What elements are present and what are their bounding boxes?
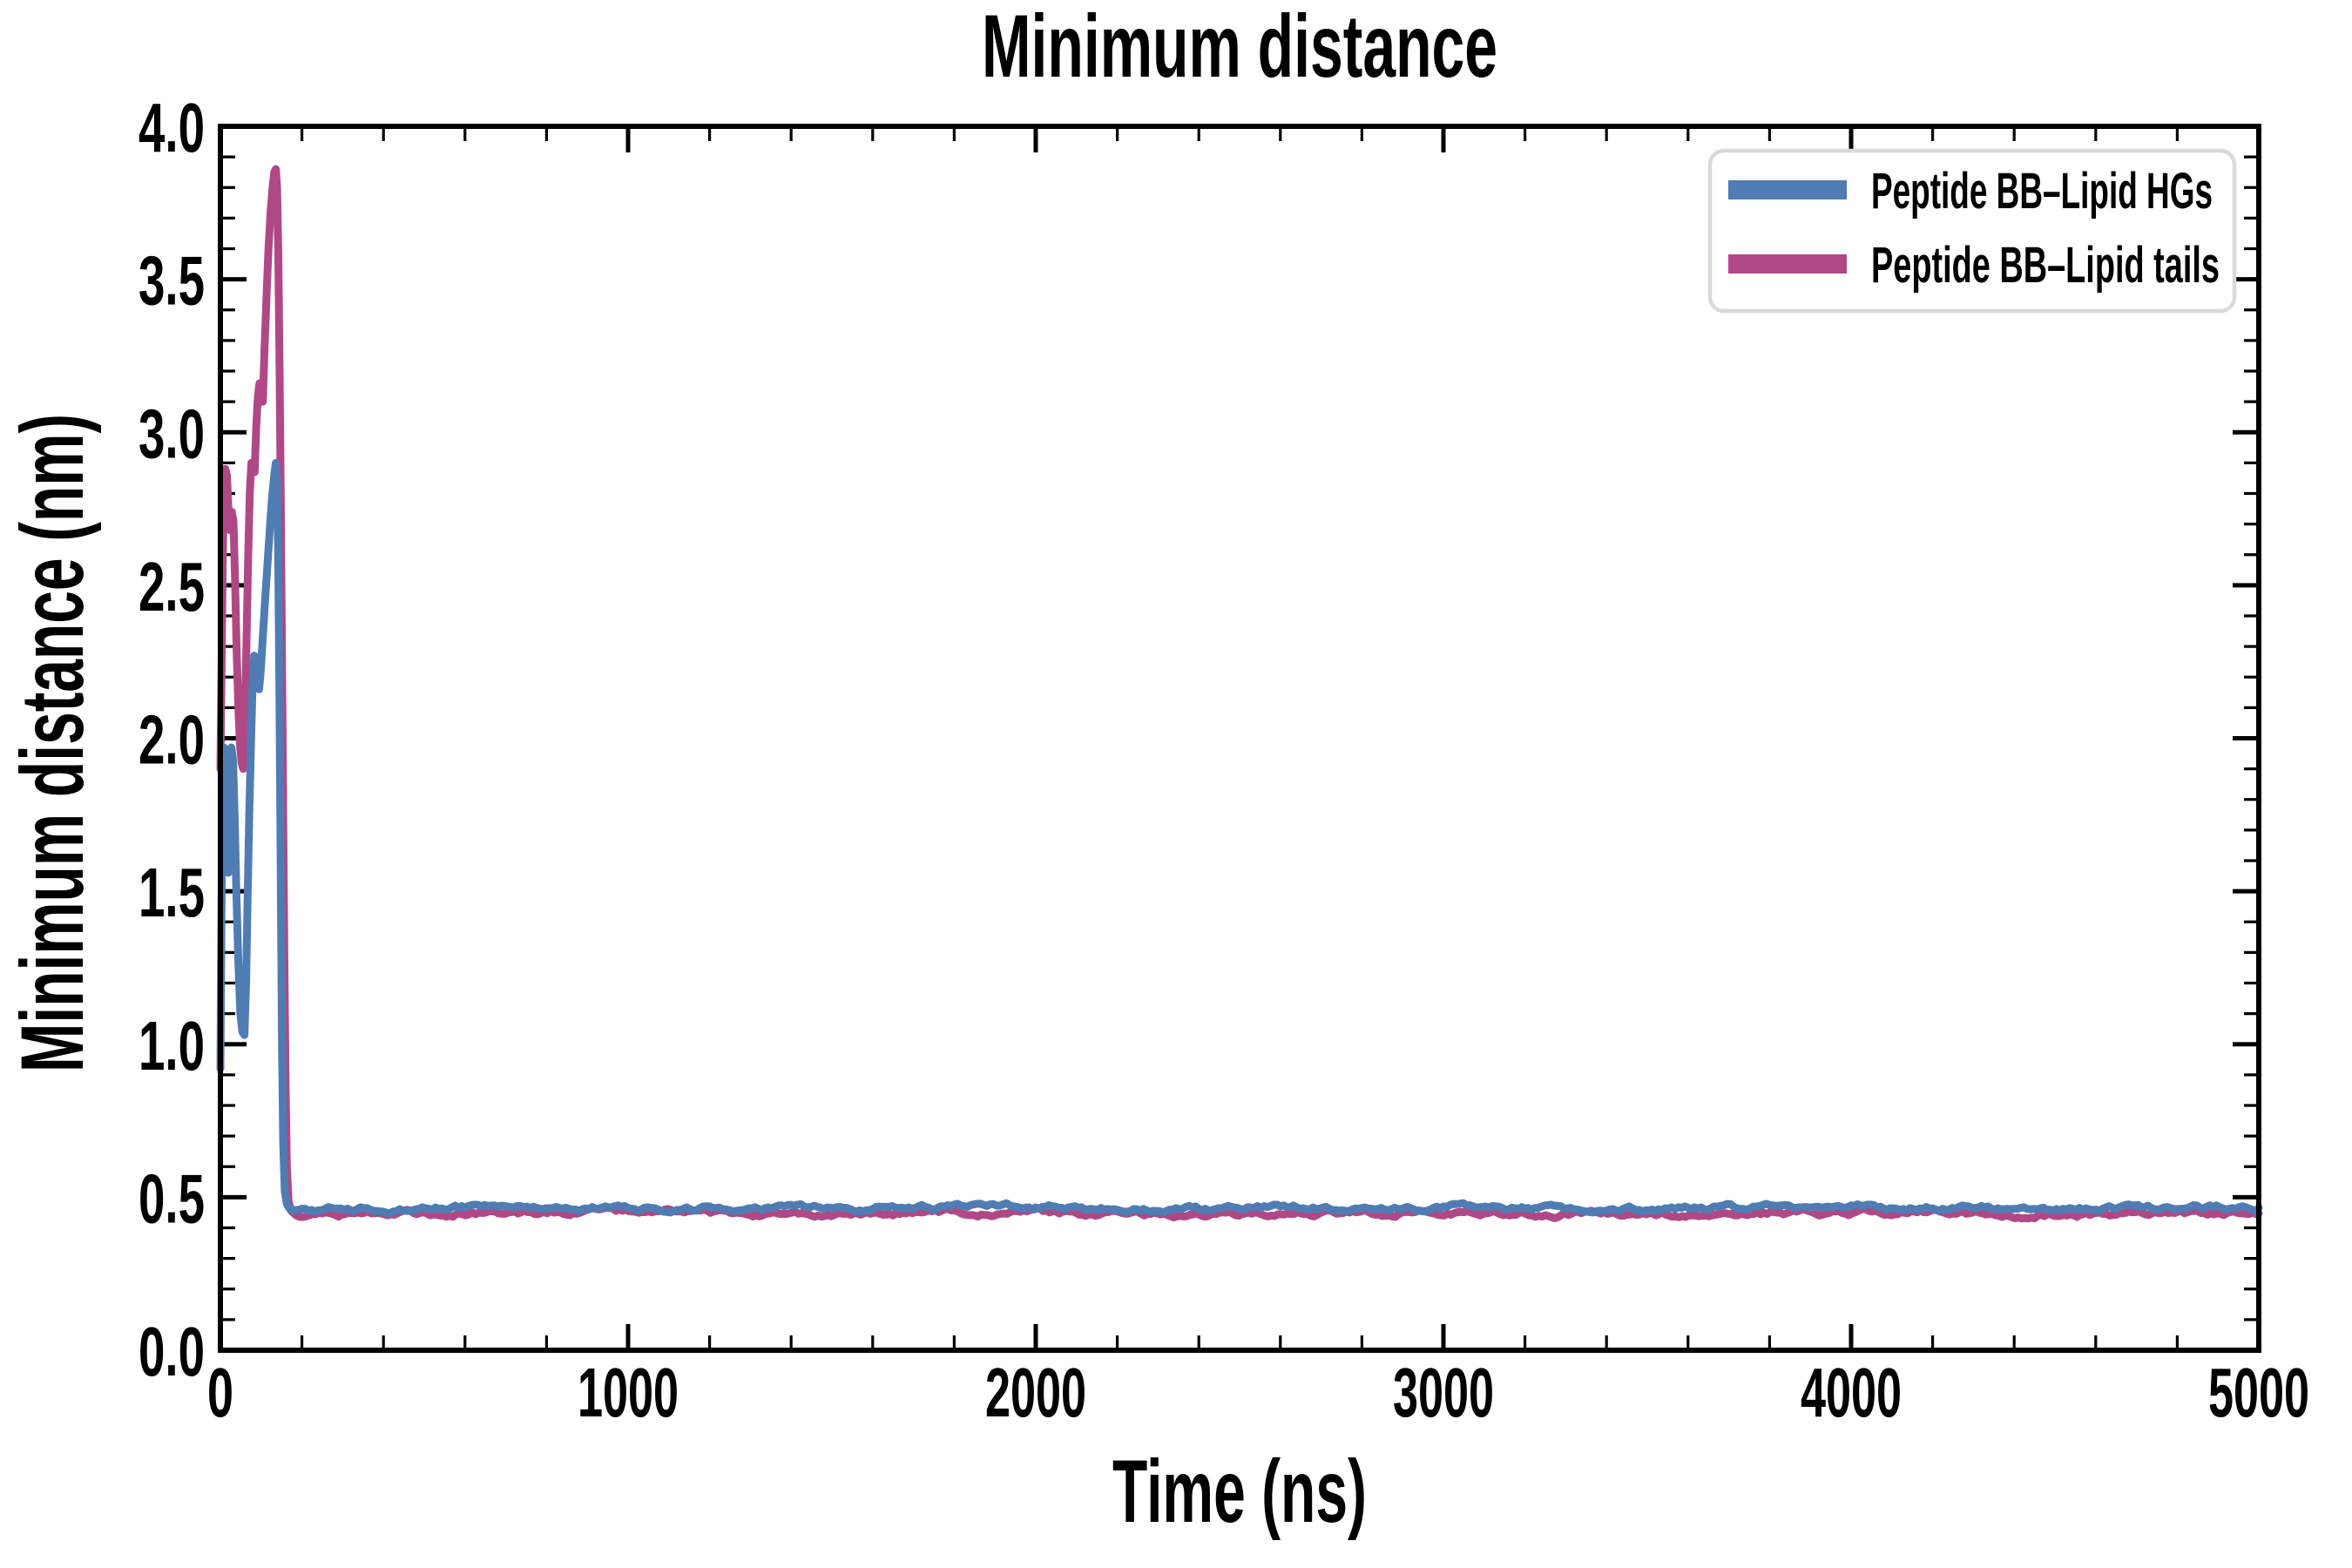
series-line-peptide-bb-lipid-tails <box>216 165 2263 1223</box>
series-line-peptide-bb-lipid-hgs <box>216 458 2263 1218</box>
legend-label-peptide-bb-lipid-tails: Peptide BB–Lipid tails <box>1871 237 2220 294</box>
y-tick-label: 0.5 <box>139 1159 205 1237</box>
x-tick-label: 2000 <box>985 1354 1086 1431</box>
legend: Peptide BB–Lipid HGs Peptide BB–Lipid ta… <box>1707 148 2237 314</box>
y-tick-label: 1.5 <box>139 854 205 931</box>
y-axis-label: Minimum distance (nm) <box>3 414 102 1072</box>
y-tick-label: 1.0 <box>139 1007 205 1085</box>
x-tick-label: 1000 <box>578 1354 679 1431</box>
data-series <box>216 165 2263 1223</box>
y-tick-label: 3.5 <box>139 242 205 320</box>
x-axis-label: Time (ns) <box>1112 1442 1367 1541</box>
axis-tick-labels: 0 1000 2000 3000 4000 5000 0.0 0.5 1.0 1.5 2.0 2.5 3… <box>139 89 2309 1431</box>
x-tick-label: 5000 <box>2208 1354 2309 1431</box>
y-tick-label: 0.0 <box>139 1313 205 1390</box>
x-tick-label: 4000 <box>1801 1354 1902 1431</box>
y-tick-label: 2.0 <box>139 701 205 779</box>
x-tick-label: 0 <box>207 1354 233 1431</box>
y-tick-label: 4.0 <box>139 89 205 166</box>
plot-frame <box>218 124 2261 1353</box>
y-tick-label: 2.5 <box>139 548 205 625</box>
x-tick-label: 3000 <box>1393 1354 1494 1431</box>
legend-label-peptide-bb-lipid-hgs: Peptide BB–Lipid HGs <box>1871 163 2213 220</box>
chart-title: Minimum distance <box>982 0 1497 96</box>
y-tick-label: 3.0 <box>139 395 205 472</box>
